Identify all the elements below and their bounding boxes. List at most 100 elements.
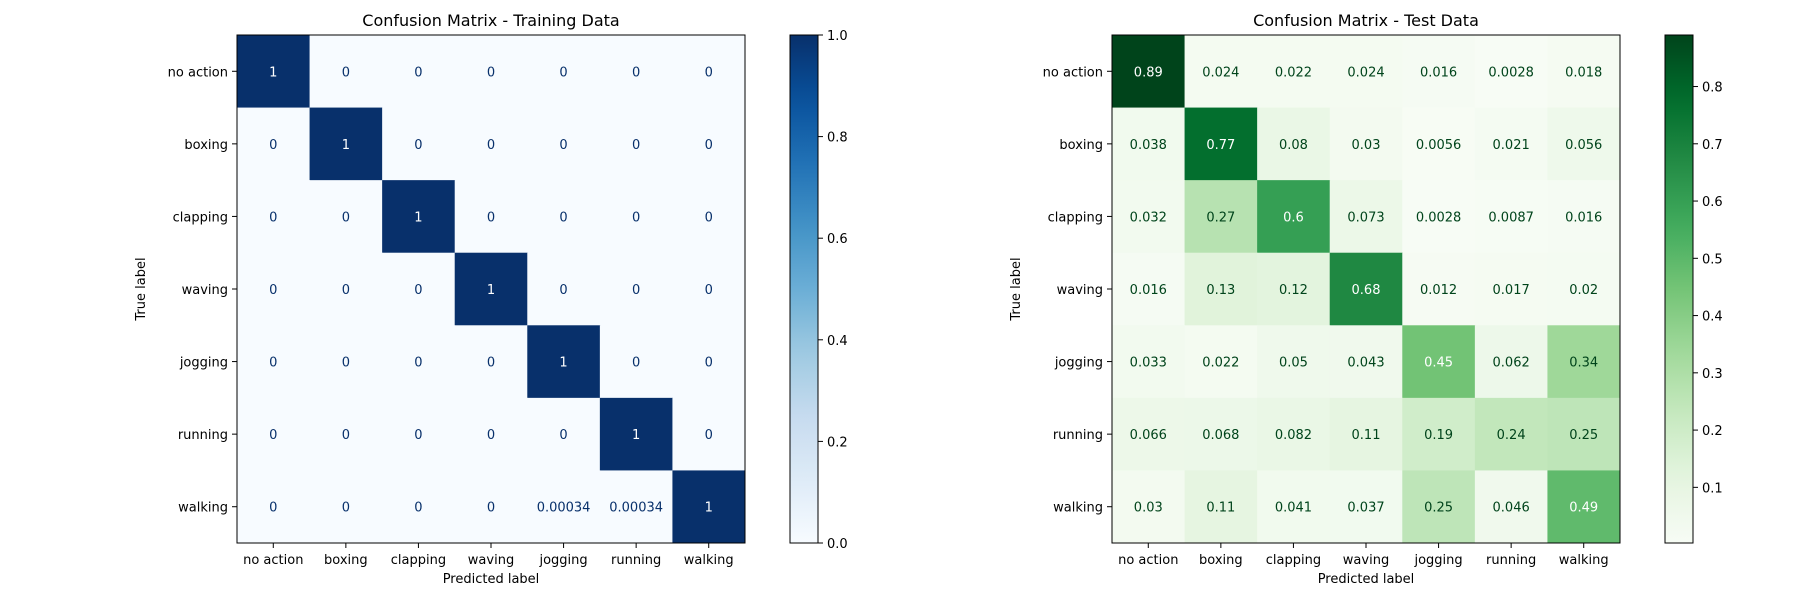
colorbar-gradient	[789, 34, 819, 544]
heatmap-cell	[1112, 180, 1186, 254]
heatmap-cell	[527, 35, 601, 109]
cell-label: 0	[414, 138, 422, 153]
cell-label: 0.021	[1493, 138, 1530, 153]
colorbar-tick-label: 0.8	[1702, 81, 1723, 96]
heatmap-cell	[1257, 397, 1331, 471]
colorbar-tick-label: 0.3	[1702, 367, 1723, 382]
heatmap-cell	[382, 470, 456, 544]
cell-label: 0.022	[1202, 356, 1239, 371]
heatmap-cell	[454, 470, 528, 544]
cell-label: 0.02	[1569, 283, 1598, 298]
cell-label: 0.017	[1493, 283, 1530, 298]
heatmap-cell	[382, 397, 456, 471]
colorbar-tick-label: 0.0	[827, 537, 848, 552]
colorbar-gradient	[1664, 34, 1694, 544]
cell-label: 1	[632, 428, 640, 443]
heatmap-cell	[1547, 107, 1621, 181]
heatmap-cell	[237, 325, 311, 399]
heatmap-cell	[1474, 397, 1548, 471]
cell-label: 0.03	[1352, 138, 1381, 153]
x-axis: no action boxing clapping waving jogging runn…	[243, 543, 734, 587]
cell-label: 0.016	[1130, 283, 1167, 298]
heatmap-cell	[1184, 35, 1258, 109]
heatmap-cell	[454, 180, 528, 254]
heatmap-cell	[309, 252, 383, 326]
cell-label: 0	[632, 210, 640, 225]
cell-label: 0	[342, 428, 350, 443]
cell-label: 0.056	[1565, 138, 1602, 153]
cell-label: 0	[414, 501, 422, 516]
heatmap-cell	[382, 35, 456, 109]
y-tick-label: waving	[182, 283, 228, 298]
heatmap-cell	[309, 397, 383, 471]
y-tick-label: no action	[1043, 65, 1103, 80]
chart-title: Confusion Matrix - Training Data	[362, 11, 619, 30]
y-tick-label: running	[178, 428, 228, 443]
heatmap-cell	[527, 325, 601, 399]
cell-label: 0	[559, 65, 567, 80]
heatmap-cell	[1257, 107, 1331, 181]
heatmap-cell	[599, 397, 673, 471]
y-tick-label: waving	[1057, 283, 1103, 298]
heatmap-cell	[1402, 35, 1476, 109]
cell-label: 0.062	[1493, 356, 1530, 371]
cell-label: 0.012	[1420, 283, 1457, 298]
colorbar-tick-label: 0.1	[1702, 481, 1723, 496]
heatmap-cell	[1184, 252, 1258, 326]
y-tick-label: clapping	[173, 210, 228, 225]
colorbar-tick-label: 0.2	[1702, 424, 1723, 439]
cell-label: 0.77	[1206, 138, 1235, 153]
cell-label: 0	[559, 210, 567, 225]
y-axis: no action boxing clapping waving jogging runn…	[1009, 65, 1112, 516]
heatmap-cell	[1547, 397, 1621, 471]
heatmap-cell	[599, 180, 673, 254]
heatmap-cell	[1547, 470, 1621, 544]
heatmap-cell	[382, 252, 456, 326]
heatmap-cell	[1402, 325, 1476, 399]
y-tick-label: jogging	[1054, 356, 1103, 371]
heatmap-cell	[1474, 180, 1548, 254]
heatmap-cell	[454, 107, 528, 181]
heatmap-cell	[1257, 325, 1331, 399]
cell-label: 0.03	[1134, 501, 1163, 516]
cell-label: 0	[342, 501, 350, 516]
x-tick-label: jogging	[538, 553, 587, 568]
cell-label: 0.45	[1424, 356, 1453, 371]
heatmap-cell	[1547, 180, 1621, 254]
cell-label: 0	[342, 65, 350, 80]
cell-label: 0.00034	[537, 501, 591, 516]
heatmap-cell	[1474, 107, 1548, 181]
cell-label: 0	[705, 210, 713, 225]
heatmap-cell	[1402, 107, 1476, 181]
x-tick-label: boxing	[324, 553, 368, 568]
cell-label: 0	[269, 428, 277, 443]
y-tick-label: clapping	[1048, 210, 1103, 225]
chart-title: Confusion Matrix - Test Data	[1253, 11, 1479, 30]
colorbar-tick-label: 0.2	[827, 435, 848, 450]
heatmap-cell	[1184, 470, 1258, 544]
heatmap-cell	[237, 470, 311, 544]
x-axis-label: Predicted label	[1318, 572, 1415, 587]
colorbar: 0.1 0.2 0.3 0.4 0.5 0.6 0.7 0.8	[1664, 34, 1723, 544]
colorbar: 0.0 0.2 0.4 0.6 0.8 1.0	[789, 29, 848, 552]
x-axis-label: Predicted label	[443, 572, 540, 587]
cell-label: 0	[559, 283, 567, 298]
cell-label: 0.68	[1352, 283, 1381, 298]
y-tick-label: boxing	[184, 138, 228, 153]
heatmap-cell	[1329, 325, 1403, 399]
x-tick-label: clapping	[391, 553, 446, 568]
x-tick-label: clapping	[1266, 553, 1321, 568]
test-confusion-matrix: Confusion Matrix - Test Data 0.89 0.024 0.0…	[1009, 11, 1723, 587]
heatmap-cell	[309, 35, 383, 109]
heatmap-cell	[1112, 107, 1186, 181]
cell-label: 0	[269, 356, 277, 371]
cell-label: 0	[632, 356, 640, 371]
colorbar-tick-label: 0.7	[1702, 138, 1723, 153]
heatmap-cell	[1474, 325, 1548, 399]
heatmap-cell	[309, 470, 383, 544]
cell-label: 0	[487, 138, 495, 153]
x-tick-label: no action	[243, 553, 303, 568]
cell-label: 0	[342, 356, 350, 371]
cell-label: 0.11	[1206, 501, 1235, 516]
cell-label: 0	[342, 283, 350, 298]
